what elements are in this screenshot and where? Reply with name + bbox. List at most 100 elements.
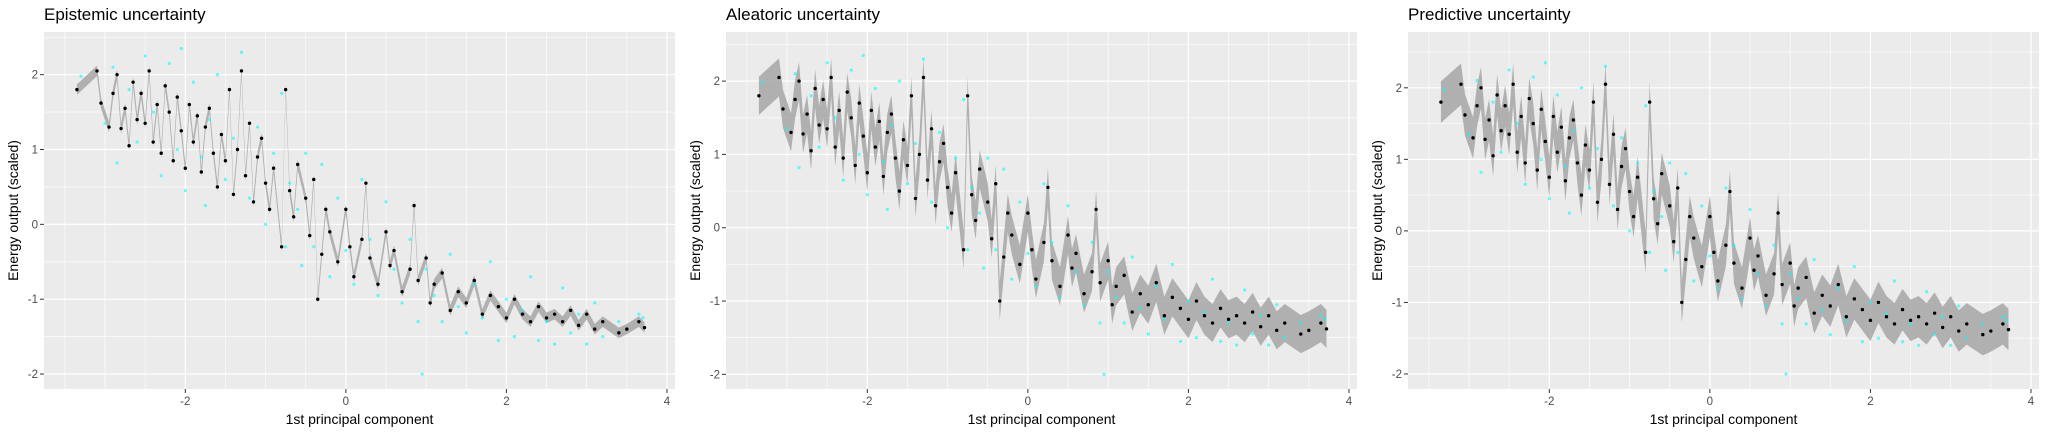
observed-point [1114,284,1118,289]
observed-point [877,119,882,124]
predicted-point [1772,243,1776,247]
predicted-point [1539,157,1543,161]
observed-point [1957,329,1961,333]
observed-point [1852,297,1857,301]
observed-point [1591,100,1596,104]
predicted-point [1202,310,1207,314]
predicted-point [1828,333,1832,337]
predicted-point [861,53,865,58]
predicted-point [833,116,837,120]
predicted-point [849,68,853,72]
y-tick-label: 2 [714,76,720,88]
observed-point [1635,175,1640,179]
observed-point [392,248,396,253]
observed-point [909,94,914,98]
observed-point [360,237,364,242]
predicted-point [1243,288,1247,292]
predicted-point [1804,322,1808,326]
observed-point [183,166,187,170]
predicted-point [1611,204,1616,208]
observed-point [821,97,825,102]
observed-point [1082,292,1086,296]
x-axis-label: 1st principal component [968,411,1116,427]
y-tick-label: 1 [32,145,38,157]
predicted-point [937,130,942,135]
observed-point [777,75,781,80]
observed-point [837,108,841,113]
observed-point [480,312,485,316]
observed-point [1066,233,1070,237]
y-tick-label: 0 [1396,226,1402,238]
predicted-point [1812,257,1816,262]
observed-point [893,156,898,160]
uncertainty-band [1440,63,2009,356]
predicted-point [797,166,801,170]
observed-point [1772,272,1776,276]
observed-point [1615,207,1620,212]
observed-point [211,151,216,155]
predicted-point [1443,87,1447,91]
observed-point [203,125,208,129]
predicted-point [376,293,380,298]
observed-point [1680,300,1684,305]
predicted-point [1138,306,1142,310]
predicted-point [569,331,573,335]
observed-point [601,319,605,324]
observed-point [295,162,300,167]
predicted-point [577,312,581,316]
observed-point [913,196,918,201]
observed-point [1511,82,1515,86]
predicted-point [2001,315,2005,319]
predicted-point [1627,229,1632,233]
predicted-point [1788,272,1792,276]
predicted-point [1499,150,1503,154]
predicted-point [1531,75,1535,79]
observed-point [1098,281,1102,285]
observed-point [1491,154,1495,158]
predicted-point [1547,197,1551,201]
predicted-point [1796,297,1800,301]
predicted-point [207,117,211,122]
predicted-point [1619,136,1624,140]
observed-point [1932,311,1937,315]
predicted-point [1981,322,1985,326]
observed-point [1503,103,1507,108]
observed-point [1551,114,1556,119]
predicted-point [215,73,220,77]
observed-point [1018,262,1022,267]
predicted-point [1852,265,1856,269]
observed-point [1776,211,1780,215]
observed-point [1672,239,1676,244]
x-tick-label: 4 [1346,396,1353,408]
observed-point [1684,257,1688,262]
observed-point [255,155,260,159]
observed-point [1623,146,1628,151]
observed-point [1070,266,1074,270]
predicted-point [1299,321,1303,325]
observed-point [885,130,890,135]
observed-point [143,121,147,126]
observed-point [793,97,797,102]
predicted-point [994,248,998,252]
predicted-point [512,335,517,339]
observed-point [1981,332,1985,337]
observed-point [99,101,103,105]
observed-point [941,141,946,146]
observed-point [512,297,517,301]
observed-point [1531,121,1535,126]
predicted-point [1571,129,1575,133]
observed-point [873,145,878,149]
observed-point [1527,96,1531,101]
predicted-point [601,335,605,339]
observed-point [945,185,950,190]
observed-point [1860,307,1865,312]
observed-point [757,94,761,98]
y-tick-label: -2 [28,369,38,381]
predicted-point [1708,254,1712,258]
observed-point [1599,157,1604,162]
observed-point [235,147,240,152]
predicted-point [1102,372,1106,376]
predicted-point [544,320,549,324]
predicted-point [1234,343,1239,347]
